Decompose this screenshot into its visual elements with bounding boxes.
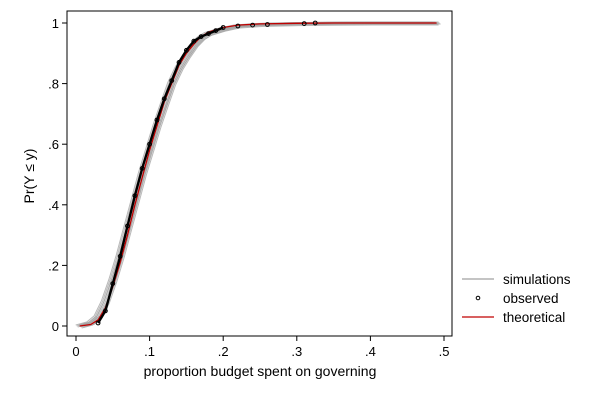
axes-layer: 0 .1 .2 .3 .4 .5 0 .2 .4 .6 .8 1 bbox=[48, 16, 449, 359]
legend-simulations-label: simulations bbox=[503, 272, 571, 287]
series-layer bbox=[79, 20, 437, 327]
plot-frame bbox=[66, 10, 453, 337]
legend: simulations observed theoretical bbox=[462, 272, 571, 325]
x-tick-label: 0 bbox=[72, 344, 79, 359]
x-tick-label: .2 bbox=[218, 344, 229, 359]
y-axis-title: Pr(Y ≤ y) bbox=[21, 149, 37, 204]
simulation-line bbox=[83, 23, 441, 328]
observed-trace bbox=[97, 26, 224, 324]
y-tick-label: .8 bbox=[48, 77, 59, 92]
y-tick-label: .2 bbox=[48, 258, 59, 273]
x-tick-label: .3 bbox=[291, 344, 302, 359]
y-tick-label: .4 bbox=[48, 198, 59, 213]
legend-observed-label: observed bbox=[503, 291, 559, 306]
x-tick-label: .4 bbox=[365, 344, 376, 359]
observed-point bbox=[265, 22, 270, 27]
observed-point bbox=[301, 21, 307, 27]
y-tick-label: 0 bbox=[52, 319, 59, 334]
observed-point bbox=[235, 23, 241, 29]
x-axis-title: proportion budget spent on governing bbox=[144, 363, 377, 379]
x-tick-label: .1 bbox=[144, 344, 155, 359]
legend-observed-swatch bbox=[475, 295, 481, 301]
y-tick-label: 1 bbox=[52, 16, 59, 31]
x-tick-label: .5 bbox=[439, 344, 450, 359]
observed-point bbox=[250, 22, 256, 28]
observed-point bbox=[312, 20, 318, 26]
legend-theoretical-label: theoretical bbox=[503, 310, 565, 325]
y-tick-label: .6 bbox=[48, 137, 59, 152]
